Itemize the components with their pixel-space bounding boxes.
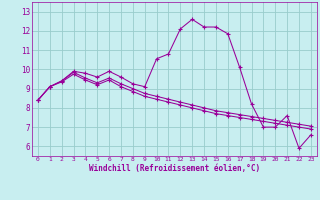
X-axis label: Windchill (Refroidissement éolien,°C): Windchill (Refroidissement éolien,°C) bbox=[89, 164, 260, 173]
